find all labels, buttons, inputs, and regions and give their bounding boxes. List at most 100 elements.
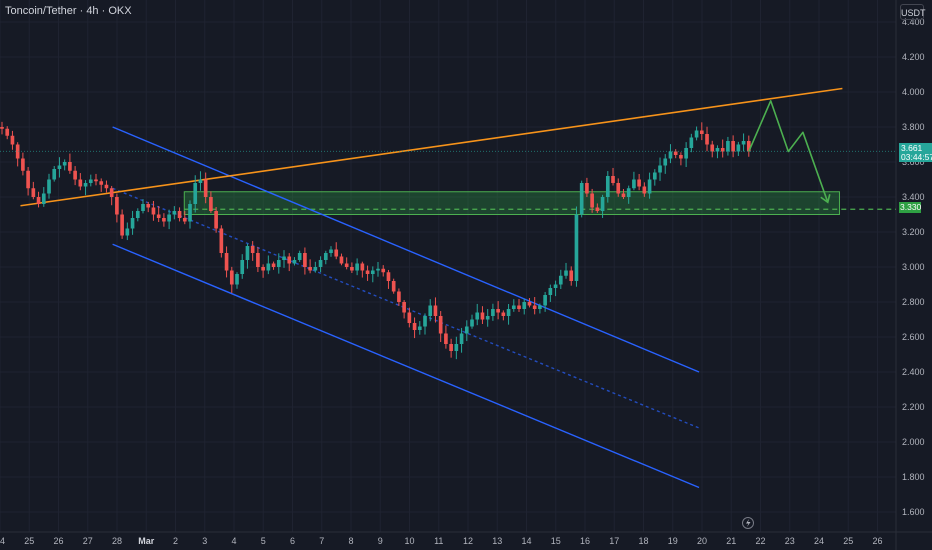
- price-tick-label: 1.600: [902, 507, 925, 517]
- symbol-title[interactable]: Toncoin/Tether · 4h · OKX: [5, 5, 132, 17]
- candle-body: [517, 305, 521, 309]
- time-tick-label: 2: [173, 536, 178, 546]
- candle-body: [684, 148, 688, 159]
- candle-body: [109, 188, 114, 197]
- candle-body: [538, 305, 542, 309]
- candle-body: [673, 151, 678, 155]
- candle-body: [287, 256, 292, 264]
- candle-body: [553, 284, 558, 288]
- candlestick-series: [0, 121, 896, 360]
- candle-body: [177, 211, 182, 218]
- candle-body: [250, 246, 255, 253]
- candle-body: [501, 312, 506, 316]
- trendline-line: [20, 87, 843, 207]
- candle-body: [31, 188, 36, 197]
- candle-body: [276, 260, 281, 267]
- candle-body: [412, 323, 417, 330]
- candle-body: [741, 141, 746, 145]
- candle-body: [313, 267, 318, 271]
- candle-body: [715, 148, 720, 152]
- projection-arrow[interactable]: [748, 100, 831, 204]
- candle-body: [480, 312, 485, 320]
- price-tick-label: 2.400: [902, 367, 925, 377]
- candle-body: [73, 170, 77, 180]
- candle-body: [454, 344, 459, 351]
- candle-body: [699, 130, 704, 134]
- candle-body: [162, 218, 166, 222]
- candle-body: [209, 197, 213, 211]
- time-tick-label: 25: [843, 536, 853, 546]
- candle-body: [407, 312, 412, 323]
- candle-body: [229, 270, 234, 285]
- time-tick-label: 22: [755, 536, 765, 546]
- candle-body: [496, 309, 500, 313]
- projection-arrowhead: [820, 194, 831, 204]
- candle-body: [376, 268, 380, 271]
- time-tick-label: 18: [638, 536, 648, 546]
- price-tick-label: 3.200: [902, 227, 925, 237]
- candle-body: [746, 141, 751, 152]
- candle-body: [135, 211, 140, 218]
- time-tick-label: 15: [551, 536, 561, 546]
- candle-body: [68, 162, 72, 171]
- time-tick-label: 4: [231, 536, 236, 546]
- countdown-label: 03:44:57: [901, 152, 932, 162]
- candle-body: [203, 179, 208, 197]
- candle-body: [475, 312, 480, 320]
- candle-body: [532, 305, 537, 309]
- price-tick-label: 4.400: [902, 17, 925, 27]
- candle-body: [214, 211, 218, 229]
- rising-trendline[interactable]: [20, 87, 843, 207]
- time-tick-label: 21: [726, 536, 736, 546]
- candle-body: [663, 158, 668, 166]
- lightning-icon[interactable]: [742, 517, 754, 529]
- candle-body: [120, 214, 124, 236]
- candle-body: [47, 179, 51, 194]
- support-zone-box: [183, 191, 840, 215]
- candle-body: [146, 204, 151, 208]
- candle-body: [579, 183, 584, 215]
- price-tags: 3.661 03:44:57 3.330: [899, 143, 932, 213]
- candle-body: [198, 179, 203, 183]
- candle-body: [370, 270, 375, 274]
- candle-body: [621, 193, 626, 197]
- time-tick-label: 24: [814, 536, 824, 546]
- candle-body: [115, 197, 119, 215]
- price-axis[interactable]: 1.600 1.800 2.000 2.200 2.400 2.600 2.800 3.000…: [895, 0, 925, 550]
- time-tick-label: Mar: [138, 536, 155, 546]
- candle-body: [527, 302, 532, 306]
- candle-body: [193, 183, 198, 204]
- unit-button[interactable]: USDT: [900, 4, 926, 20]
- time-tick-label: 26: [53, 536, 63, 546]
- candle-body: [595, 207, 600, 211]
- descending-channel[interactable]: [112, 126, 700, 489]
- time-tick-label: 28: [112, 536, 122, 546]
- candle-body: [329, 249, 333, 253]
- time-tick-label: 20: [697, 536, 707, 546]
- candle-body: [323, 253, 328, 260]
- candle-body: [590, 193, 594, 208]
- time-tick-label: 3: [202, 536, 207, 546]
- time-tick-label: 27: [83, 536, 93, 546]
- time-tick-label: 12: [463, 536, 473, 546]
- candle-body: [99, 181, 104, 185]
- price-tick-label: 3.000: [902, 262, 925, 272]
- candle-body: [141, 204, 145, 211]
- support-zone[interactable]: [183, 191, 896, 215]
- candle-body: [689, 137, 694, 148]
- time-axis[interactable]: 2425262728Mar234567891011121314151617181…: [0, 531, 932, 546]
- candle-body: [485, 316, 490, 320]
- candle-body: [167, 214, 171, 222]
- time-tick-label: 24: [0, 536, 5, 546]
- candle-body: [292, 260, 297, 264]
- candle-body: [261, 267, 265, 271]
- candle-body: [611, 176, 615, 183]
- candle-body: [391, 281, 396, 292]
- time-tick-label: 13: [492, 536, 502, 546]
- time-tick-label: 8: [348, 536, 353, 546]
- time-tick-label: 26: [872, 536, 882, 546]
- candle-body: [402, 302, 406, 313]
- grid-lines: [0, 0, 896, 532]
- candle-body: [585, 183, 589, 194]
